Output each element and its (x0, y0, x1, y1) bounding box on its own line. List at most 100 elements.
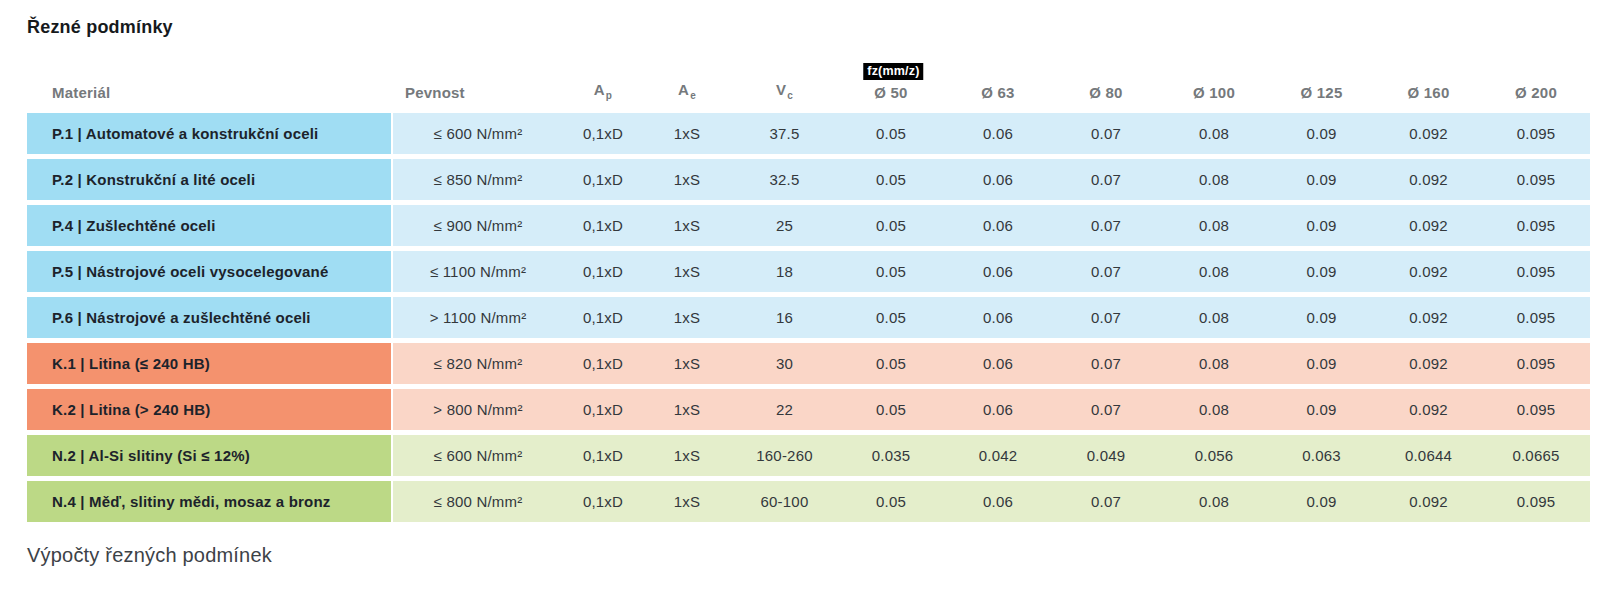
column-label: Ø 160 (1408, 84, 1450, 101)
value-cell-d200: 0.095 (1482, 251, 1590, 292)
value-cell-d80: 0.07 (1052, 159, 1160, 200)
value-cell-ae: 1xS (643, 297, 731, 338)
value-cell-pevnost: ≤ 820 N/mm² (393, 343, 563, 384)
table-row: P.1 | Automatové a konstrukční oceli≤ 60… (27, 113, 1590, 154)
column-header-d125: Ø 125 (1268, 57, 1375, 108)
value-cell-d200: 0.095 (1482, 481, 1590, 522)
material-cell: N.2 | Al-Si slitiny (Si ≤ 12%) (27, 435, 393, 476)
value-cell-d80: 0.07 (1052, 389, 1160, 430)
value-cell-ap: 0,1xD (563, 205, 643, 246)
value-cell-d50: 0.05 (838, 343, 944, 384)
value-cell-ap: 0,1xD (563, 159, 643, 200)
column-label: Ae (678, 81, 696, 98)
cutting-conditions-table: MateriálPevnostApAeVcfz(mm/z)Ø 50Ø 63Ø 8… (27, 52, 1590, 527)
value-cell-vc: 18 (731, 251, 838, 292)
column-label: Vc (776, 81, 793, 98)
table-header: MateriálPevnostApAeVcfz(mm/z)Ø 50Ø 63Ø 8… (27, 57, 1590, 108)
value-cell-d100: 0.08 (1160, 205, 1268, 246)
value-cell-d160: 0.092 (1375, 113, 1482, 154)
material-cell: N.4 | Měď, slitiny mědi, mosaz a bronz (27, 481, 393, 522)
value-cell-d125: 0.09 (1268, 481, 1375, 522)
value-cell-d100: 0.08 (1160, 343, 1268, 384)
table-body: P.1 | Automatové a konstrukční oceli≤ 60… (27, 113, 1590, 522)
column-header-material: Materiál (27, 57, 393, 108)
value-cell-d50: 0.05 (838, 297, 944, 338)
value-cell-pevnost: ≤ 800 N/mm² (393, 481, 563, 522)
value-cell-d160: 0.092 (1375, 159, 1482, 200)
value-cell-d160: 0.092 (1375, 205, 1482, 246)
value-cell-ap: 0,1xD (563, 297, 643, 338)
column-label: Ø 200 (1515, 84, 1557, 101)
value-cell-pevnost: ≤ 1100 N/mm² (393, 251, 563, 292)
value-cell-vc: 22 (731, 389, 838, 430)
table-row: P.4 | Zušlechtěné oceli≤ 900 N/mm²0,1xD1… (27, 205, 1590, 246)
value-cell-d100: 0.08 (1160, 113, 1268, 154)
value-cell-d100: 0.08 (1160, 159, 1268, 200)
value-cell-d125: 0.09 (1268, 389, 1375, 430)
column-label: Pevnost (405, 84, 465, 101)
value-cell-ap: 0,1xD (563, 251, 643, 292)
value-cell-d50: 0.05 (838, 389, 944, 430)
value-cell-d200: 0.095 (1482, 389, 1590, 430)
material-cell: P.1 | Automatové a konstrukční oceli (27, 113, 393, 154)
column-label: Ø 63 (981, 84, 1014, 101)
value-cell-d63: 0.06 (944, 205, 1052, 246)
material-cell: K.1 | Litina (≤ 240 HB) (27, 343, 393, 384)
value-cell-d200: 0.095 (1482, 113, 1590, 154)
value-cell-d200: 0.0665 (1482, 435, 1590, 476)
column-label: Ø 50 (874, 84, 907, 101)
value-cell-vc: 32.5 (731, 159, 838, 200)
value-cell-d63: 0.06 (944, 251, 1052, 292)
value-cell-d63: 0.06 (944, 297, 1052, 338)
value-cell-d63: 0.06 (944, 159, 1052, 200)
value-cell-ap: 0,1xD (563, 113, 643, 154)
material-cell: P.6 | Nástrojové a zušlechtěné oceli (27, 297, 393, 338)
value-cell-vc: 160-260 (731, 435, 838, 476)
value-cell-d80: 0.07 (1052, 481, 1160, 522)
column-label: Ø 80 (1089, 84, 1122, 101)
value-cell-d160: 0.092 (1375, 251, 1482, 292)
value-cell-d160: 0.092 (1375, 389, 1482, 430)
value-cell-ae: 1xS (643, 343, 731, 384)
value-cell-d80: 0.07 (1052, 251, 1160, 292)
column-header-d63: Ø 63 (944, 57, 1052, 108)
value-cell-ae: 1xS (643, 481, 731, 522)
table-row: K.1 | Litina (≤ 240 HB)≤ 820 N/mm²0,1xD1… (27, 343, 1590, 384)
value-cell-d50: 0.05 (838, 113, 944, 154)
column-label: Materiál (52, 84, 110, 101)
value-cell-ap: 0,1xD (563, 389, 643, 430)
column-header-d200: Ø 200 (1482, 57, 1590, 108)
column-header-vc: Vc (731, 57, 838, 108)
column-header-ae: Ae (643, 57, 731, 108)
value-cell-ap: 0,1xD (563, 435, 643, 476)
value-cell-vc: 30 (731, 343, 838, 384)
value-cell-ae: 1xS (643, 113, 731, 154)
value-cell-vc: 16 (731, 297, 838, 338)
value-cell-vc: 37.5 (731, 113, 838, 154)
value-cell-d100: 0.08 (1160, 481, 1268, 522)
value-cell-pevnost: ≤ 600 N/mm² (393, 113, 563, 154)
value-cell-ap: 0,1xD (563, 343, 643, 384)
value-cell-d200: 0.095 (1482, 205, 1590, 246)
value-cell-ae: 1xS (643, 251, 731, 292)
material-cell: K.2 | Litina (> 240 HB) (27, 389, 393, 430)
material-cell: P.2 | Konstrukční a lité oceli (27, 159, 393, 200)
value-cell-d63: 0.06 (944, 113, 1052, 154)
column-header-d160: Ø 160 (1375, 57, 1482, 108)
value-cell-d160: 0.092 (1375, 481, 1482, 522)
value-cell-ae: 1xS (643, 205, 731, 246)
value-cell-d160: 0.092 (1375, 297, 1482, 338)
value-cell-d50: 0.05 (838, 251, 944, 292)
value-cell-d125: 0.09 (1268, 205, 1375, 246)
table-row: N.4 | Měď, slitiny mědi, mosaz a bronz≤ … (27, 481, 1590, 522)
section-heading-calculations: Výpočty řezných podmínek (27, 544, 1615, 567)
column-label: Ap (594, 81, 612, 98)
value-cell-d160: 0.092 (1375, 343, 1482, 384)
value-cell-d50: 0.05 (838, 205, 944, 246)
value-cell-d100: 0.08 (1160, 297, 1268, 338)
value-cell-d125: 0.09 (1268, 113, 1375, 154)
value-cell-ae: 1xS (643, 159, 731, 200)
value-cell-d100: 0.08 (1160, 251, 1268, 292)
value-cell-d80: 0.07 (1052, 297, 1160, 338)
value-cell-d80: 0.07 (1052, 113, 1160, 154)
